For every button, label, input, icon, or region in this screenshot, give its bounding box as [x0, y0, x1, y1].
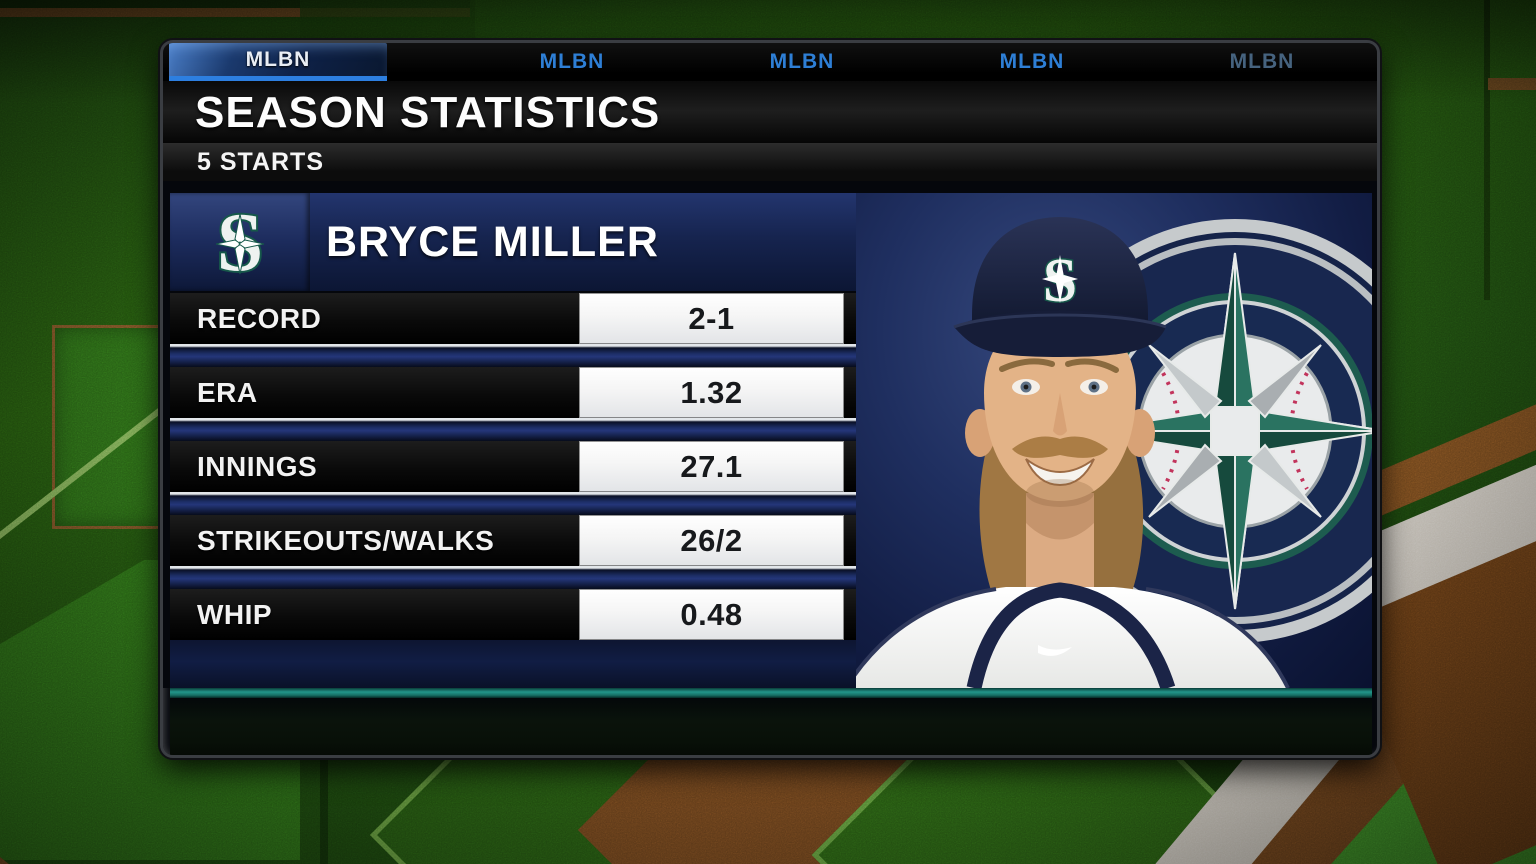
- cap-logo-icon: S: [1041, 246, 1078, 317]
- stat-row-record: RECORD 2-1: [170, 293, 856, 344]
- tab-spacer: [387, 43, 457, 81]
- row-divider: [170, 344, 856, 367]
- player-name: BRYCE MILLER: [326, 217, 659, 266]
- stat-value: 2-1: [579, 293, 844, 344]
- stat-row-whip: WHIP 0.48: [170, 589, 856, 640]
- tab-mlbn-4[interactable]: MLBN: [999, 50, 1065, 73]
- tab-mlbn-5[interactable]: MLBN: [1229, 50, 1295, 73]
- row-divider: [170, 566, 856, 589]
- stat-value: 26/2: [579, 515, 844, 566]
- stats-column: S BRYCE MILLER RECORD: [170, 193, 856, 688]
- stat-value: 0.48: [579, 589, 844, 640]
- stat-label: WHIP: [197, 598, 273, 630]
- compass-star: [1084, 252, 1372, 610]
- stat-row-innings: INNINGS 27.1: [170, 441, 856, 492]
- stat-label: STRIKEOUTS/WALKS: [197, 524, 495, 556]
- stat-row-strikeouts-walks: STRIKEOUTS/WALKS 26/2: [170, 515, 856, 566]
- stat-value: 27.1: [579, 441, 844, 492]
- teal-accent-bar: [170, 688, 1372, 698]
- page-title: SEASON STATISTICS: [163, 81, 1377, 143]
- row-divider: [170, 492, 856, 515]
- row-divider: [170, 418, 856, 441]
- player-portrait: S: [856, 217, 1290, 688]
- season-statistics-panel: MLBN MLBN MLBN MLBN MLBN SEASON STATISTI…: [160, 40, 1380, 758]
- player-photo-area: SEATTLE MARINERS: [856, 193, 1372, 688]
- navy-filler: [170, 640, 856, 688]
- compass-star-small: [215, 213, 265, 275]
- stat-label: INNINGS: [197, 450, 318, 482]
- network-tab-bar: MLBN MLBN MLBN MLBN MLBN: [163, 43, 1377, 81]
- tab-mlbn-selected[interactable]: MLBN: [169, 43, 387, 81]
- player-name-header: S BRYCE MILLER: [170, 193, 856, 291]
- mariners-monogram-icon: S: [215, 196, 266, 288]
- stat-row-era: ERA 1.32: [170, 367, 856, 418]
- team-logo-box: S: [170, 193, 310, 291]
- panel-footer: [170, 698, 1372, 755]
- stat-value: 1.32: [579, 367, 844, 418]
- eyes: [1012, 379, 1108, 395]
- page-subtitle: 5 STARTS: [163, 143, 1377, 181]
- tab-mlbn-2[interactable]: MLBN: [539, 50, 605, 73]
- panel-main: S BRYCE MILLER RECORD: [163, 181, 1377, 688]
- stat-label: RECORD: [197, 302, 322, 334]
- stat-label: ERA: [197, 376, 258, 408]
- tab-mlbn-3[interactable]: MLBN: [769, 50, 835, 73]
